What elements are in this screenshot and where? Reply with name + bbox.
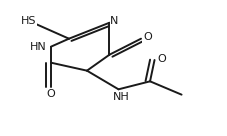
Text: N: N bbox=[110, 16, 118, 26]
Text: NH: NH bbox=[112, 92, 128, 102]
Text: O: O bbox=[142, 32, 151, 42]
Text: HS: HS bbox=[21, 16, 36, 26]
Text: O: O bbox=[46, 89, 55, 99]
Text: O: O bbox=[156, 54, 165, 64]
Text: HN: HN bbox=[29, 42, 46, 52]
